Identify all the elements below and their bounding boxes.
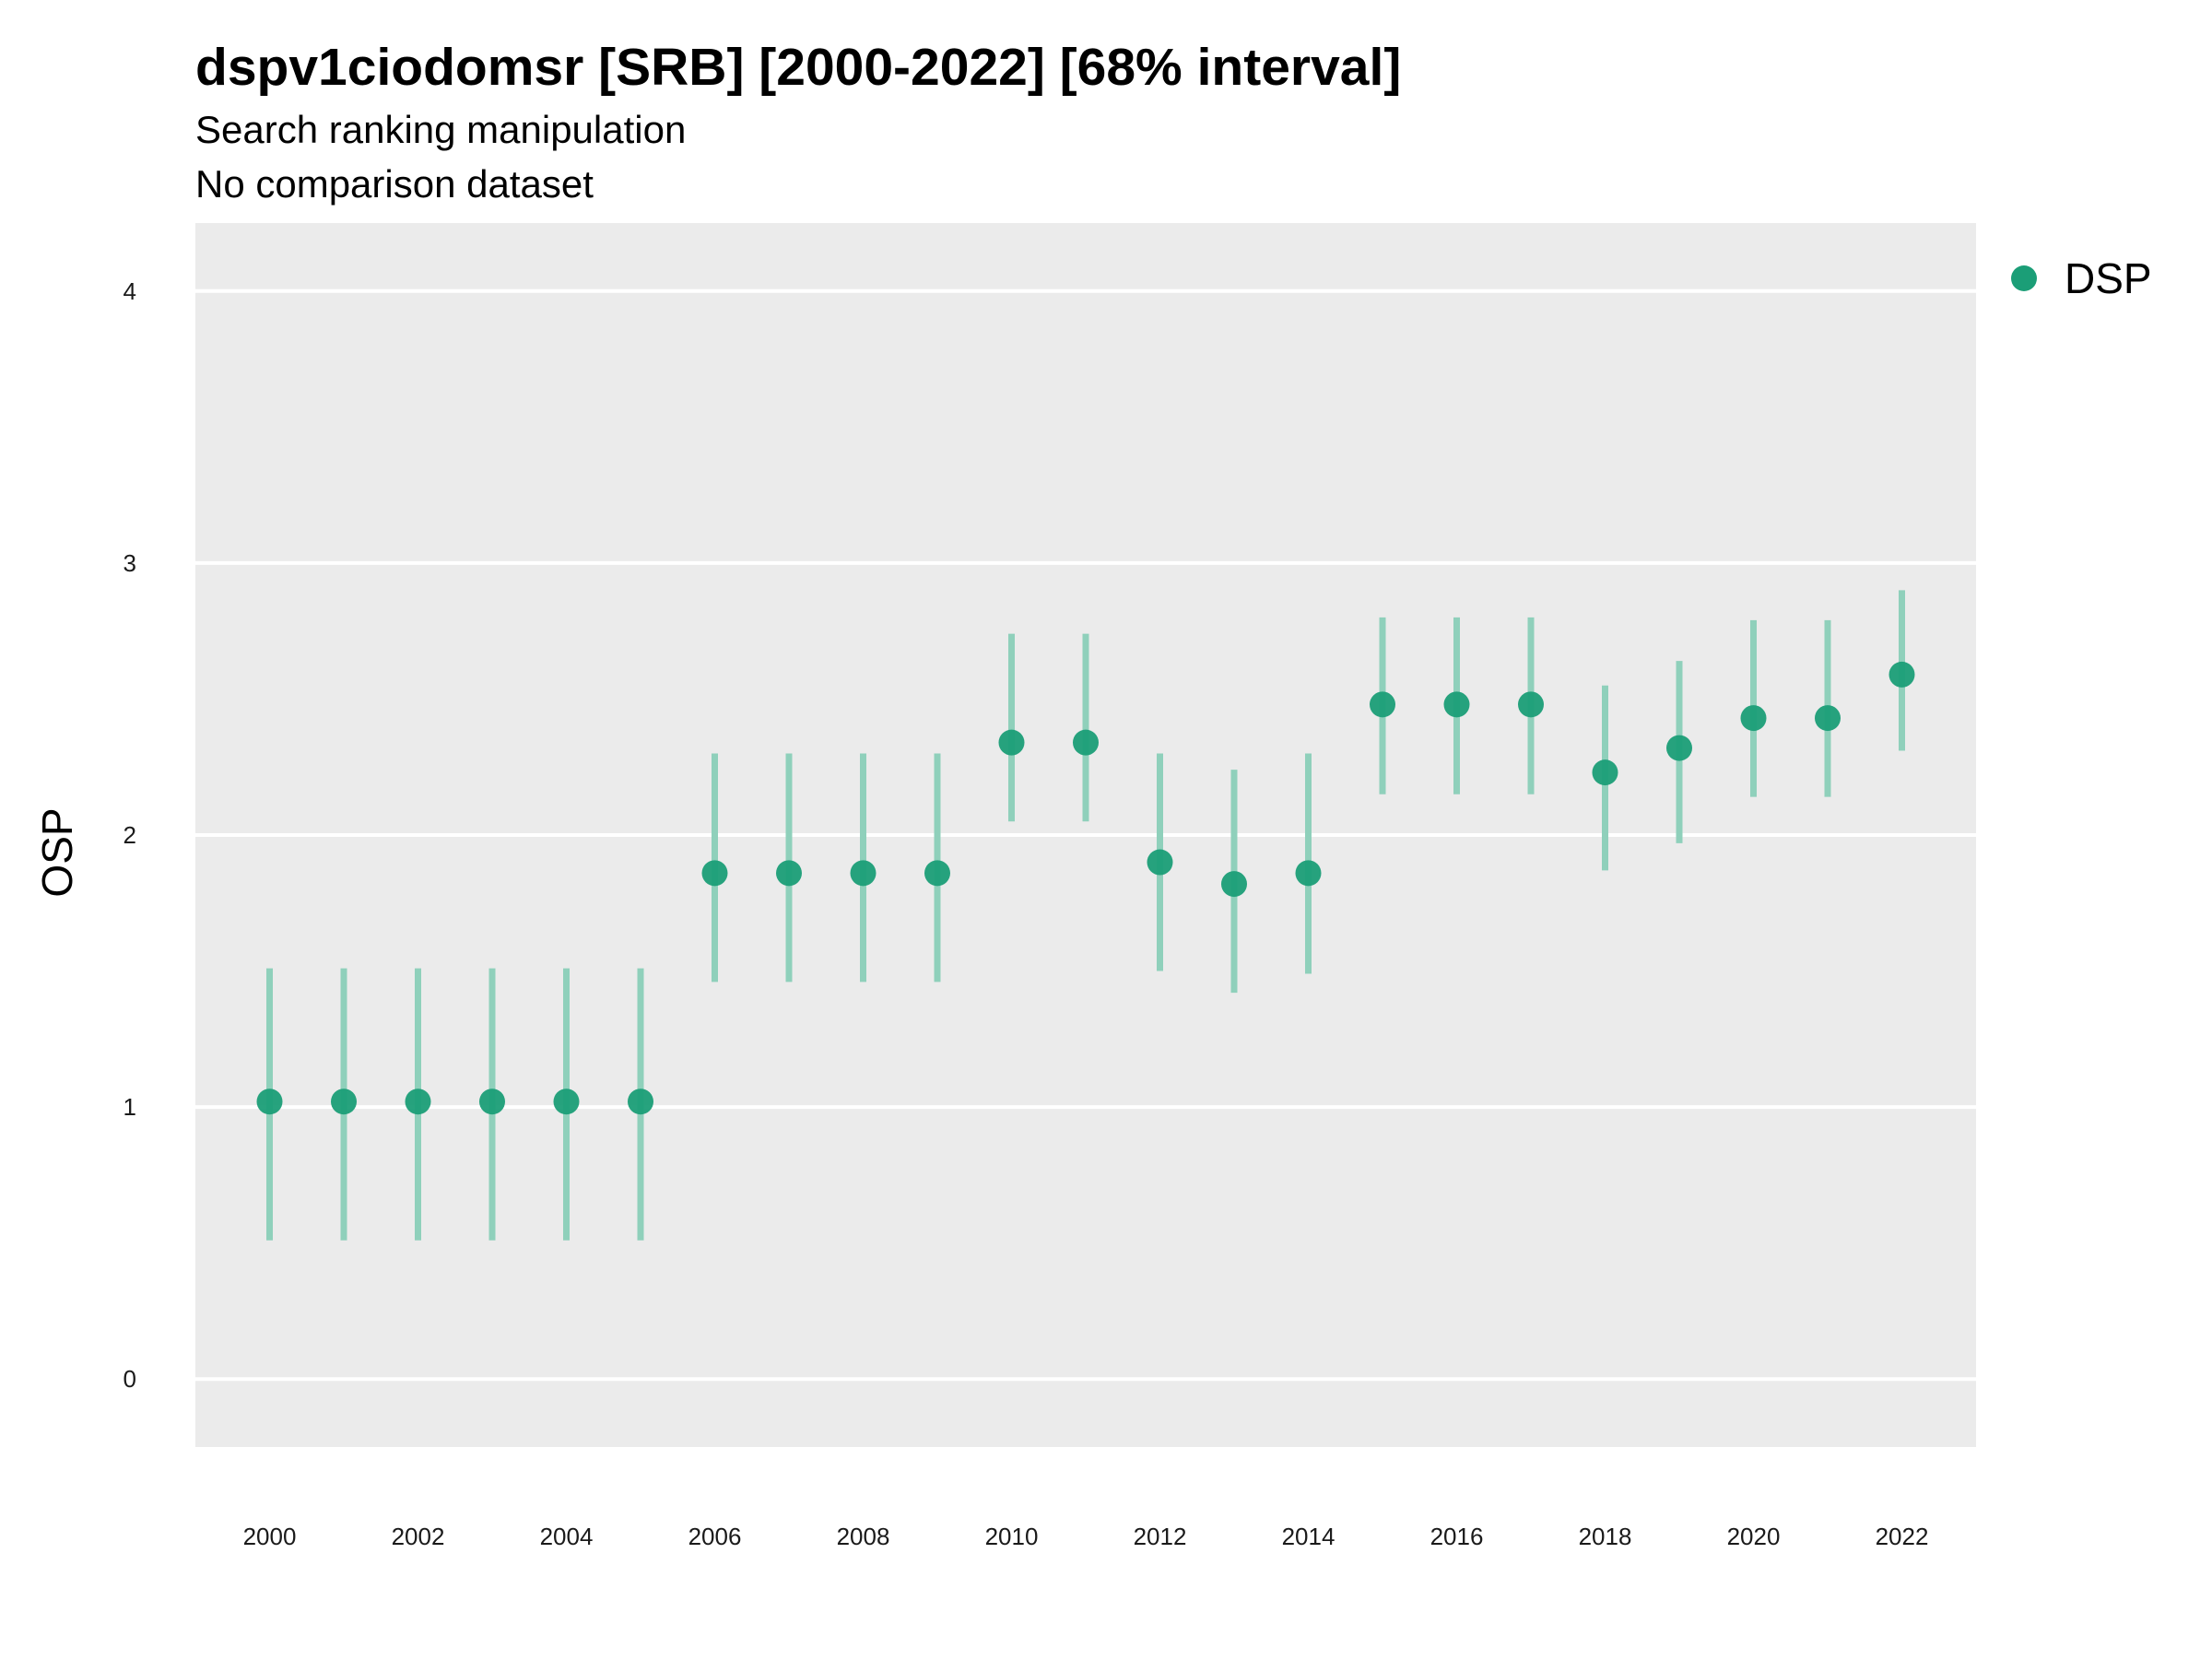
- y-tick-label: 3: [124, 549, 136, 577]
- data-point: [1666, 735, 1692, 761]
- y-tick-label: 4: [124, 277, 136, 305]
- data-point: [850, 860, 877, 887]
- legend-label-dsp: DSP: [2065, 254, 2152, 302]
- data-point: [1740, 705, 1767, 732]
- y-tick-label: 0: [124, 1365, 136, 1393]
- y-axis-title: OSP: [33, 807, 81, 897]
- data-point: [1147, 849, 1173, 876]
- data-point: [628, 1088, 653, 1115]
- data-point: [998, 729, 1025, 756]
- chart-subtitle-line2: No comparison dataset: [195, 162, 594, 206]
- x-tick-label: 2002: [392, 1523, 445, 1550]
- data-point: [776, 860, 802, 887]
- data-point: [1295, 860, 1322, 887]
- y-tick-label: 1: [124, 1093, 136, 1121]
- x-tick-label: 2022: [1876, 1523, 1929, 1550]
- point-layer: [256, 661, 1915, 1115]
- data-point: [405, 1088, 431, 1115]
- x-tick-label: 2010: [985, 1523, 1039, 1550]
- data-point: [924, 860, 950, 887]
- legend: DSP: [2011, 254, 2152, 302]
- x-tick-label: 2020: [1727, 1523, 1781, 1550]
- data-point: [1592, 759, 1618, 786]
- y-tick-label: 2: [124, 821, 136, 849]
- data-point: [553, 1088, 580, 1115]
- data-point: [1221, 871, 1247, 898]
- data-point: [1888, 661, 1915, 688]
- data-point: [256, 1088, 283, 1115]
- x-tick-label: 2006: [688, 1523, 742, 1550]
- x-tick-label: 2000: [243, 1523, 297, 1550]
- data-point: [701, 860, 728, 887]
- x-tick-label: 2014: [1282, 1523, 1335, 1550]
- data-point: [1073, 729, 1099, 756]
- x-tick-label: 2018: [1579, 1523, 1632, 1550]
- data-point: [1370, 691, 1395, 718]
- data-point: [1815, 705, 1841, 732]
- x-tick-label: 2004: [540, 1523, 594, 1550]
- x-tick-labels: 2000 2002 2004 2006 2008 2010 2012 2014 2016 2018…: [243, 1523, 1929, 1550]
- chart-title: dspv1ciodomsr [SRB] [2000-2022] [68% int…: [195, 38, 1401, 97]
- chart-subtitle-line1: Search ranking manipulation: [195, 108, 686, 151]
- legend-key-dsp: [2011, 265, 2037, 291]
- x-tick-label: 2008: [837, 1523, 890, 1550]
- x-tick-label: 2016: [1430, 1523, 1484, 1550]
- data-point: [479, 1088, 505, 1115]
- y-tick-labels: 0 1 2 3 4: [124, 277, 136, 1393]
- data-point: [1518, 691, 1544, 718]
- data-point: [331, 1088, 357, 1115]
- x-tick-label: 2012: [1134, 1523, 1187, 1550]
- data-point: [1443, 691, 1470, 718]
